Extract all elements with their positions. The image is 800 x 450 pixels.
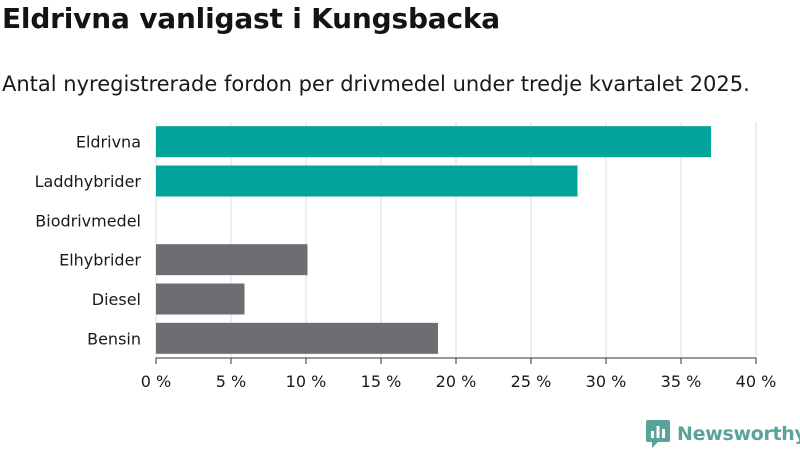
category-label: Elhybrider	[59, 251, 141, 270]
bar-diesel	[156, 283, 245, 315]
category-label: Diesel	[92, 290, 141, 309]
x-tick-label: 15 %	[361, 372, 402, 391]
chart-subtitle: Antal nyregistrerade fordon per drivmede…	[2, 72, 750, 96]
x-tick-label: 30 %	[586, 372, 627, 391]
x-tick-label: 40 %	[736, 372, 777, 391]
brand-logo: Newsworthy	[645, 418, 800, 450]
x-tick-label: 25 %	[511, 372, 552, 391]
chart-title: Eldrivna vanligast i Kungsbacka	[2, 2, 500, 35]
newsworthy-logo-icon	[646, 420, 670, 448]
x-tick-label: 10 %	[286, 372, 327, 391]
x-tick-label: 35 %	[661, 372, 702, 391]
category-label: Bensin	[87, 329, 141, 348]
x-tick-label: 0 %	[141, 372, 171, 391]
bar-eldrivna	[156, 126, 711, 158]
category-label: Eldrivna	[76, 133, 141, 152]
brand-name: Newsworthy	[677, 423, 800, 445]
category-label: Biodrivmedel	[35, 211, 141, 230]
category-label: Laddhybrider	[35, 172, 142, 191]
bar-elhybrider	[156, 244, 308, 276]
x-tick-label: 5 %	[216, 372, 246, 391]
bar-bensin	[156, 322, 438, 354]
x-tick-label: 20 %	[436, 372, 477, 391]
bar-laddhybrider	[156, 165, 578, 197]
